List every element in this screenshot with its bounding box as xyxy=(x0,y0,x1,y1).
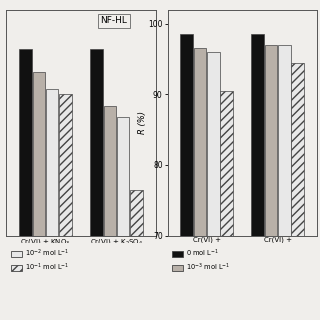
Legend: 10$^{-2}$ mol L$^{-1}$, 10$^{-1}$ mol L$^{-1}$: 10$^{-2}$ mol L$^{-1}$, 10$^{-1}$ mol L$… xyxy=(10,246,71,274)
Bar xyxy=(180,34,193,236)
Bar xyxy=(278,45,291,236)
Bar xyxy=(59,94,72,236)
Text: NF-HL: NF-HL xyxy=(100,16,127,25)
Bar xyxy=(46,89,59,236)
Bar xyxy=(33,72,45,236)
Bar xyxy=(104,106,116,236)
Legend: 0 mol L$^{-1}$, 10$^{-3}$ mol L$^{-1}$: 0 mol L$^{-1}$, 10$^{-3}$ mol L$^{-1}$ xyxy=(171,246,232,274)
Y-axis label: R (%): R (%) xyxy=(138,111,147,134)
Bar xyxy=(194,48,206,236)
Bar xyxy=(117,117,130,236)
Bar xyxy=(220,91,233,236)
Bar xyxy=(265,45,277,236)
Bar xyxy=(19,49,32,236)
Bar xyxy=(292,63,304,236)
Bar xyxy=(130,190,143,236)
Bar xyxy=(90,49,103,236)
Bar xyxy=(252,34,264,236)
Bar xyxy=(207,52,220,236)
